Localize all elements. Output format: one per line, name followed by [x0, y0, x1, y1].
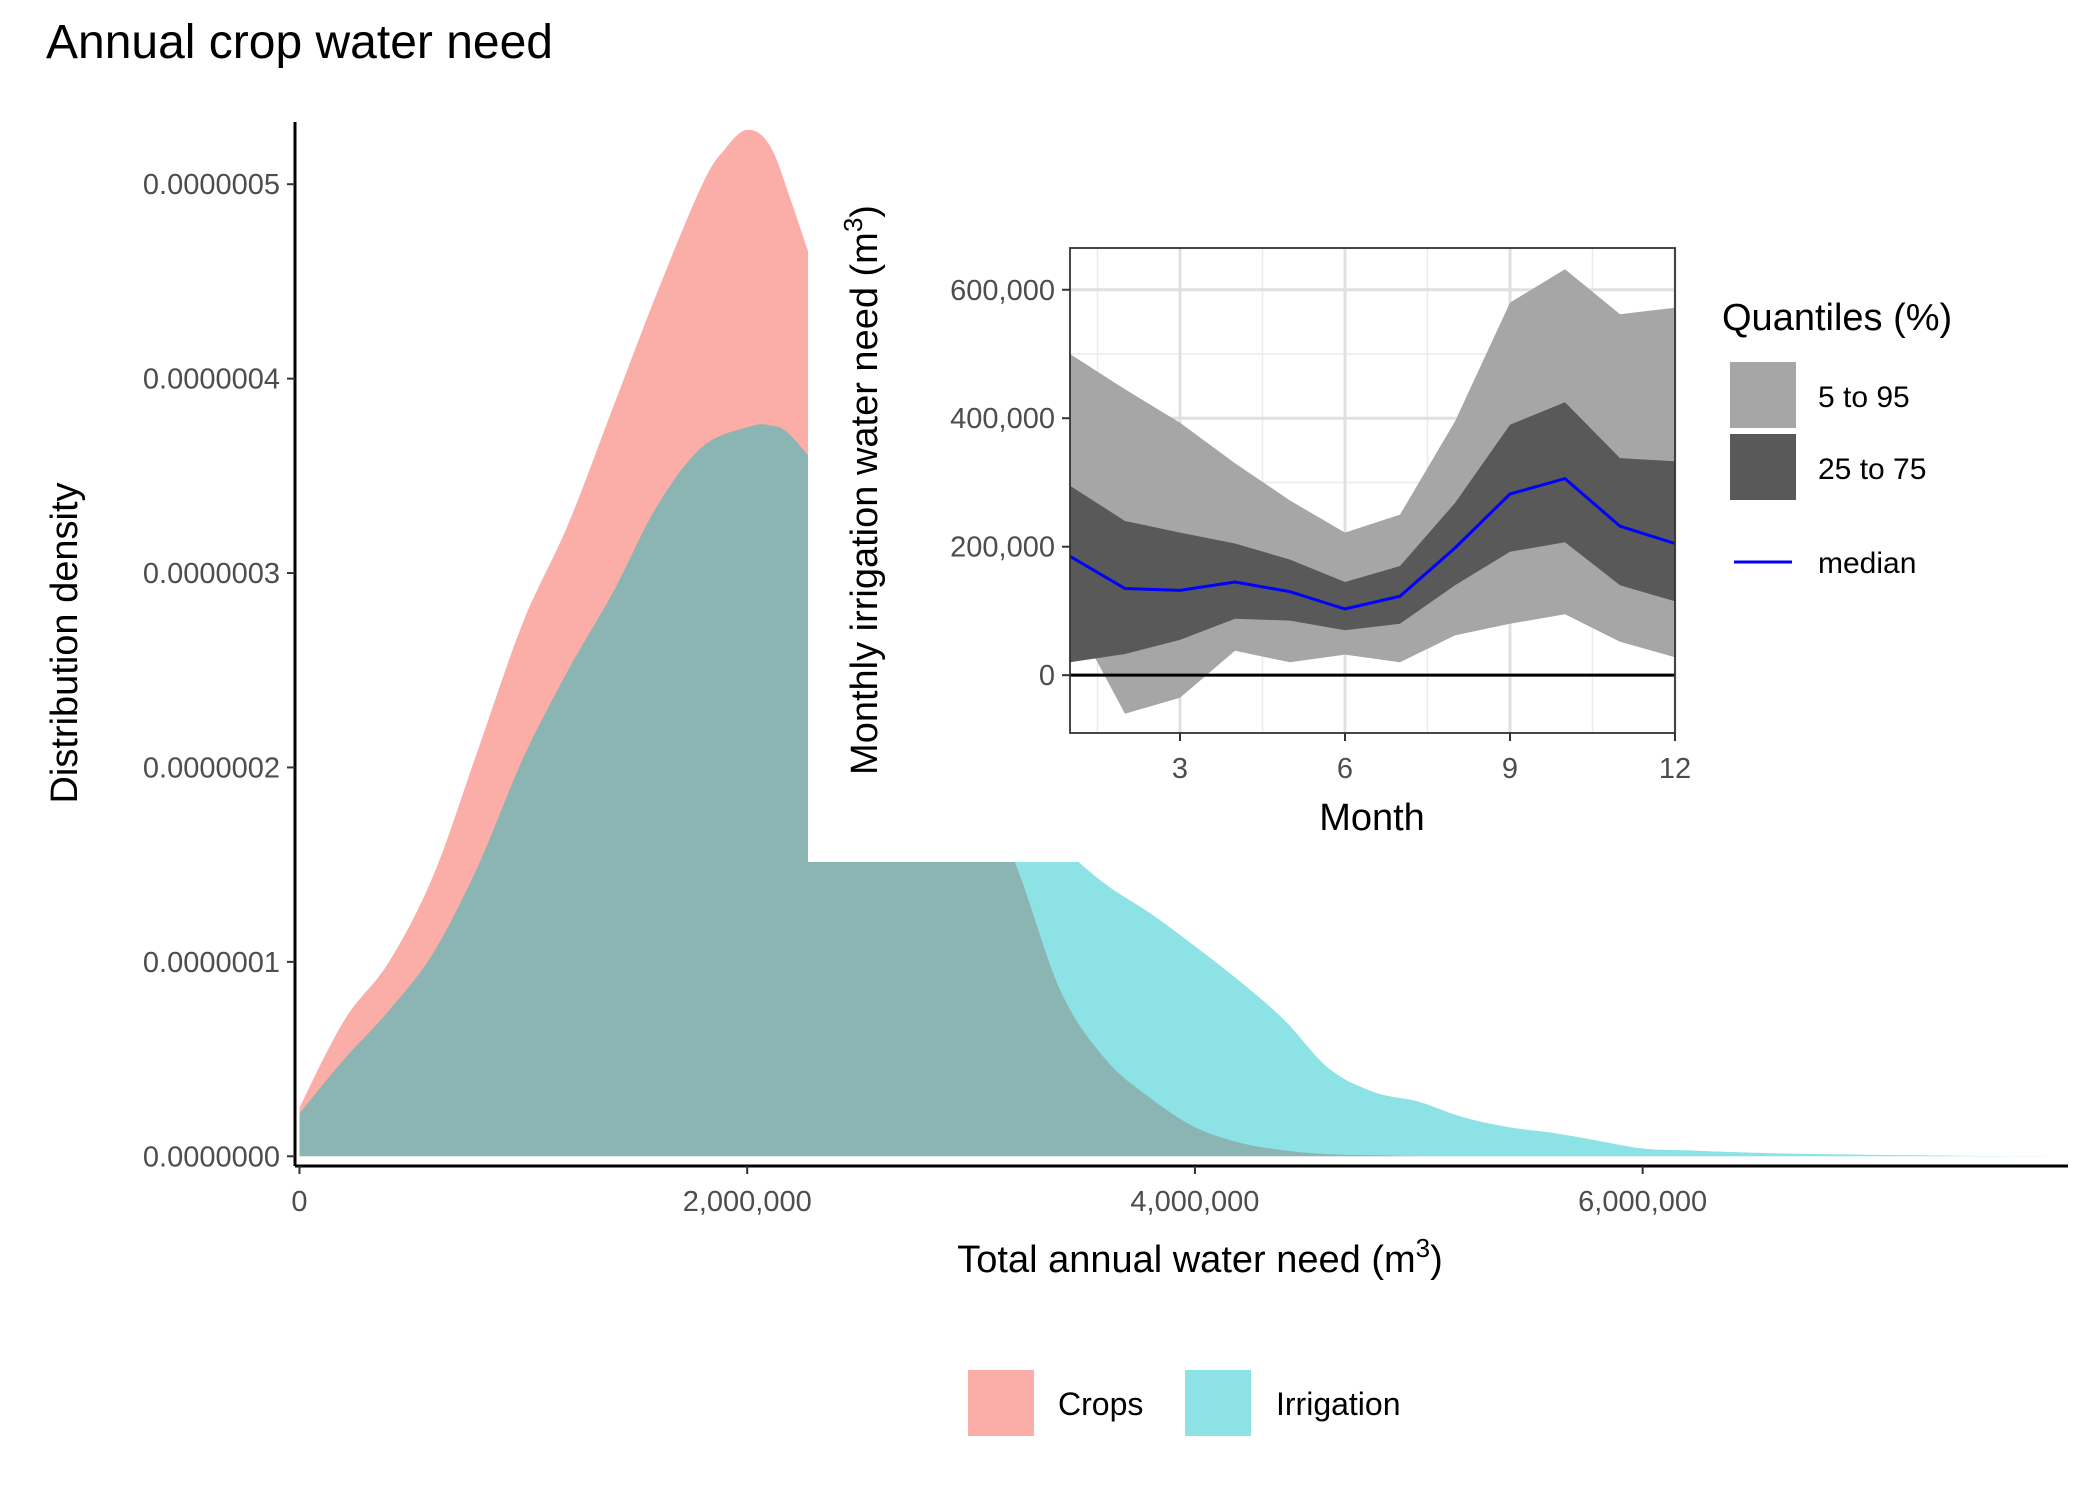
main-y-tick-label: 0.0000003 — [143, 558, 280, 590]
main-x-ticks: 0 2,000,000 4,000,000 6,000,000 — [291, 1166, 1707, 1218]
legend-label-5-to-95: 5 to 95 — [1818, 381, 1910, 414]
main-x-tick-label: 6,000,000 — [1578, 1186, 1707, 1218]
legend-label-25-to-75: 25 to 75 — [1818, 453, 1926, 486]
inset-plot: 0 200,000 400,000 600,000 3 6 9 12 Month Month… — [808, 118, 2010, 862]
legend-key-crops — [968, 1370, 1034, 1436]
main-legend: Crops Irrigation — [968, 1370, 1401, 1436]
main-x-tick-label: 0 — [291, 1186, 307, 1218]
quantile-band-25-to-75 — [1070, 402, 1675, 663]
legend-label-crops: Crops — [1058, 1386, 1143, 1422]
main-x-tick-label: 2,000,000 — [683, 1186, 812, 1218]
inset-x-ticks: 3 6 9 12 — [1172, 733, 1691, 785]
legend-key-irrigation — [1185, 1370, 1251, 1436]
legend-key-25-to-75 — [1730, 434, 1796, 500]
inset-panel-border — [1069, 247, 1676, 734]
inset-x-tick-label: 3 — [1172, 753, 1188, 785]
chart-title: Annual crop water need — [46, 16, 553, 69]
inset-x-tick-label: 9 — [1502, 753, 1518, 785]
main-y-ticks: 0.0000000 0.0000001 0.0000002 0.0000003 0.00… — [143, 169, 295, 1173]
inset-x-tick-label: 12 — [1659, 753, 1691, 785]
legend-label-irrigation: Irrigation — [1276, 1386, 1401, 1422]
inset-y-tick-label: 0 — [1039, 660, 1055, 692]
legend-label-median: median — [1818, 547, 1916, 580]
inset-legend: Quantiles (%) 5 to 95 25 to 75 median — [1722, 297, 1952, 580]
main-y-tick-label: 0.0000002 — [143, 752, 280, 784]
main-y-tick-label: 0.0000000 — [143, 1141, 280, 1173]
main-y-tick-label: 0.0000001 — [143, 947, 280, 979]
legend-key-5-to-95 — [1730, 362, 1796, 428]
median-line — [1069, 476, 1676, 611]
inset-x-axis-label: Month — [1319, 797, 1425, 839]
inset-y-tick-label: 600,000 — [950, 275, 1055, 307]
inset-quantile-areas — [1069, 269, 1676, 714]
inset-legend-title: Quantiles (%) — [1722, 297, 1952, 339]
density-area-irrigation — [299, 424, 2068, 1157]
main-x-axis-label: Total annual water need (m3) — [957, 1233, 1443, 1281]
inset-x-tick-label: 6 — [1337, 753, 1353, 785]
inset-y-ticks: 0 200,000 400,000 600,000 — [950, 275, 1070, 692]
main-x-tick-label: 4,000,000 — [1130, 1186, 1259, 1218]
main-y-tick-label: 0.0000004 — [143, 364, 280, 396]
inset-y-tick-label: 200,000 — [950, 532, 1055, 564]
inset-y-tick-label: 400,000 — [950, 403, 1055, 435]
main-y-tick-label: 0.0000005 — [143, 169, 280, 201]
main-y-axis-label: Distribution density — [44, 482, 86, 803]
inset-y-axis-label: Monthly irrigation water need (m3) — [838, 205, 886, 775]
